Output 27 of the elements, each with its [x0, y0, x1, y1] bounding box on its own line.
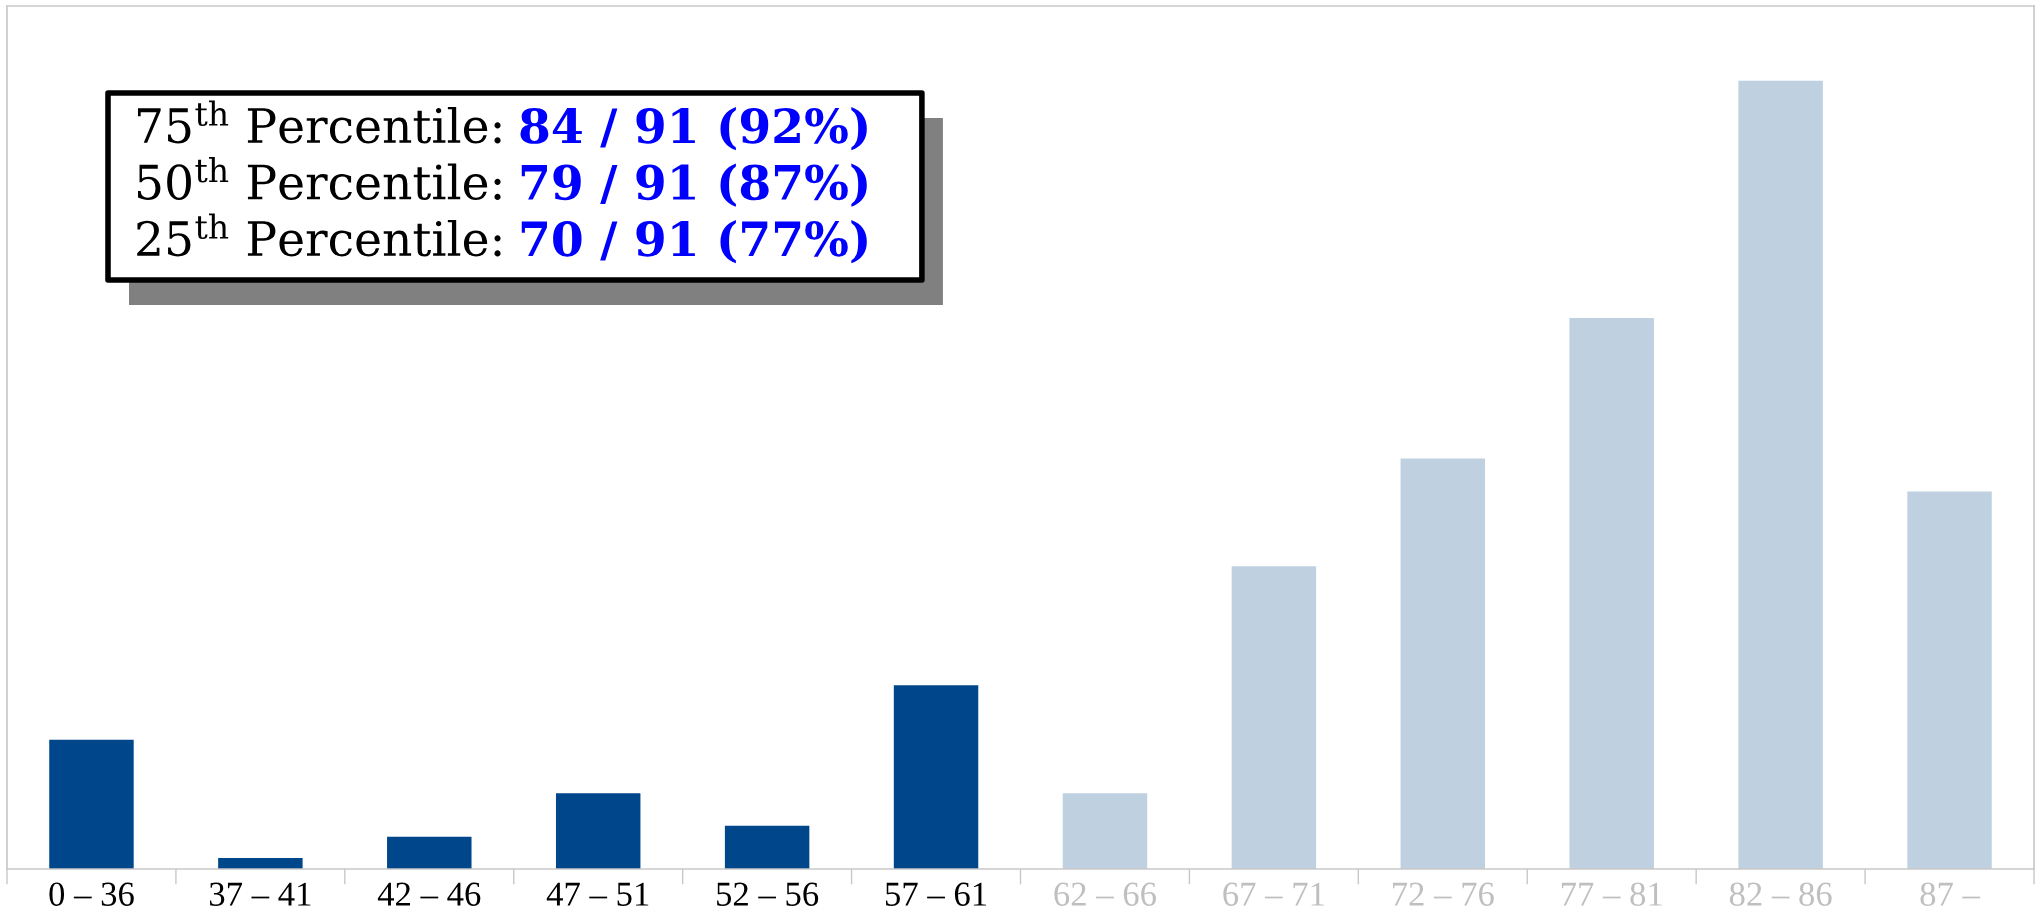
x-tick-label: 52 – 56 — [717, 882, 819, 906]
bar — [555, 793, 641, 869]
x-tick-label: 37 – 41 — [209, 882, 311, 906]
x-tick-label: 42 – 46 — [377, 882, 481, 906]
bar — [724, 825, 810, 869]
x-tick-label: 72 – 76 — [1393, 882, 1494, 906]
bar — [1569, 318, 1654, 869]
annotation: 50$^{th}$ Percentile: 79 / 91 (87%) — [138, 157, 867, 207]
annotation: 25$^{th}$ Percentile: 70 / 91 (77%) — [137, 213, 867, 264]
x-tick-label: 87 – — [1920, 882, 1981, 906]
x-tick-label: 0 – 36 — [49, 882, 134, 906]
x-tick-label: 77 – 81 — [1561, 882, 1662, 906]
annotation: 75$^{th}$ Percentile: 84 / 91 (92%) — [137, 100, 867, 151]
bar — [1231, 566, 1317, 869]
x-tick-label: 82 – 86 — [1729, 882, 1832, 906]
bar — [1907, 491, 1992, 869]
bar — [387, 836, 472, 869]
bar — [1400, 458, 1486, 869]
x-tick-label: 67 – 71 — [1223, 882, 1324, 906]
x-tick-label: 62 – 66 — [1054, 882, 1157, 906]
bar — [1062, 793, 1148, 869]
bar — [893, 685, 979, 869]
x-tick-label: 57 – 61 — [885, 882, 987, 906]
bar — [1738, 80, 1823, 869]
bar — [218, 857, 303, 869]
bar — [49, 739, 134, 869]
x-tick-label: 47 – 51 — [546, 882, 649, 906]
